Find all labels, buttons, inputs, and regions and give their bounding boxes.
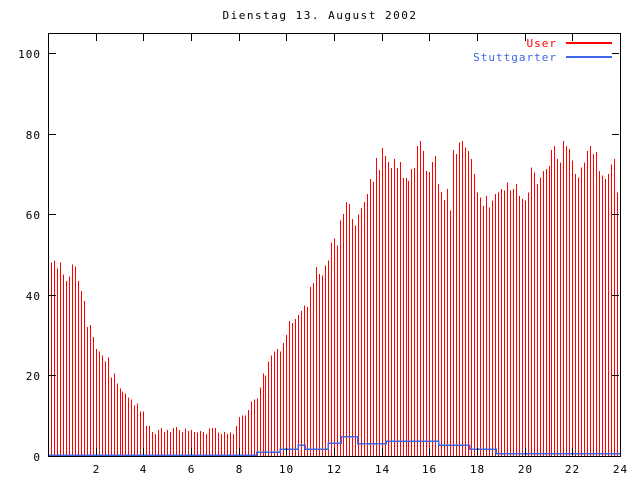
svg-text:8: 8 <box>236 463 244 476</box>
svg-text:10: 10 <box>279 463 294 476</box>
svg-text:14: 14 <box>375 463 390 476</box>
svg-text:6: 6 <box>188 463 196 476</box>
legend: User Stuttgarter <box>473 36 612 64</box>
chart-title: Dienstag 13. August 2002 <box>222 9 418 22</box>
svg-text:18: 18 <box>470 463 485 476</box>
svg-text:100: 100 <box>18 48 41 61</box>
svg-text:80: 80 <box>26 129 41 142</box>
svg-text:4: 4 <box>140 463 148 476</box>
svg-text:16: 16 <box>422 463 437 476</box>
legend-line-sample-stuttgarter <box>566 56 612 58</box>
svg-text:24: 24 <box>613 463 628 476</box>
svg-text:12: 12 <box>327 463 342 476</box>
svg-text:20: 20 <box>26 370 41 383</box>
legend-label-user: User <box>526 36 557 50</box>
legend-label-stuttgarter: Stuttgarter <box>473 50 557 64</box>
svg-text:20: 20 <box>518 463 533 476</box>
legend-item-user: User <box>473 36 612 50</box>
svg-text:40: 40 <box>26 290 41 303</box>
legend-line-sample-user <box>566 42 612 44</box>
svg-text:22: 22 <box>565 463 580 476</box>
svg-text:0: 0 <box>33 451 41 464</box>
legend-item-stuttgarter: Stuttgarter <box>473 50 612 64</box>
svg-text:2: 2 <box>93 463 101 476</box>
svg-text:60: 60 <box>26 209 41 222</box>
